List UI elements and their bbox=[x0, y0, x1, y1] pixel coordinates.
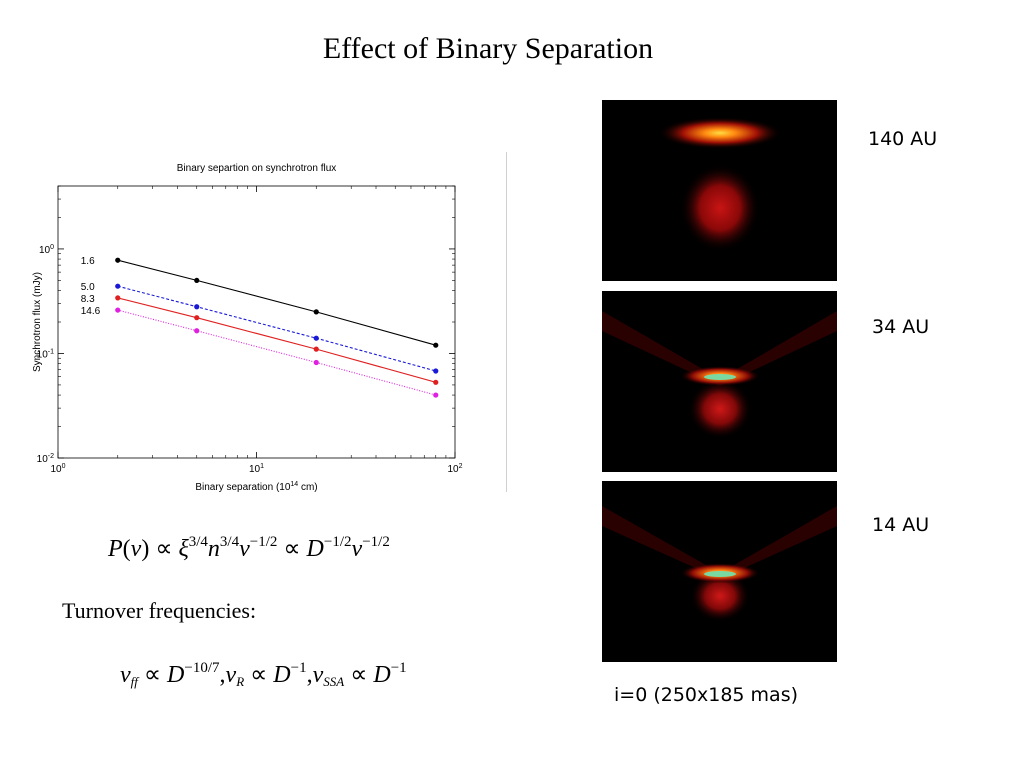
emission-map-140au-image bbox=[602, 100, 837, 281]
data-point bbox=[194, 315, 200, 321]
data-point bbox=[433, 379, 439, 385]
data-point bbox=[194, 328, 200, 334]
legend-label-2: 8.3 bbox=[81, 294, 95, 305]
turnover-label: Turnover frequencies: bbox=[62, 598, 257, 623]
data-point bbox=[313, 359, 319, 366]
y-axis-label: Synchrotron flux (mJy) bbox=[32, 272, 43, 372]
data-point bbox=[115, 295, 121, 301]
data-point bbox=[115, 257, 121, 263]
x-tick-label: 100 bbox=[50, 463, 65, 475]
plot-frame bbox=[57, 185, 456, 459]
emission-map-14au bbox=[602, 481, 837, 662]
turnover-frequencies-formula: νff ∝ D−10/7,νR ∝ D−1,νSSA ∝ D−1 bbox=[120, 660, 407, 689]
divider-line bbox=[506, 152, 507, 492]
label-14au: 14 AU bbox=[872, 514, 930, 536]
data-point bbox=[433, 342, 439, 348]
data-point bbox=[313, 309, 319, 315]
series-line-0 bbox=[117, 259, 436, 346]
emission-map-34au-image bbox=[602, 291, 837, 472]
series-line-2 bbox=[117, 297, 436, 383]
y-tick-label: 10-1 bbox=[37, 348, 54, 360]
data-point bbox=[433, 368, 439, 374]
label-34au: 34 AU bbox=[872, 316, 930, 338]
series-line-1 bbox=[117, 285, 436, 372]
data-point bbox=[115, 283, 121, 289]
synchrotron-power-formula: P(ν) ∝ ξ3/4n3/4ν−1/2 ∝ D−1/2ν−1/2 bbox=[108, 534, 390, 562]
data-point bbox=[433, 392, 439, 398]
y-tick-label: 10-2 bbox=[37, 453, 54, 465]
y-tick-label: 100 bbox=[39, 244, 54, 256]
series-line-3 bbox=[117, 309, 436, 396]
emission-map-34au bbox=[602, 291, 837, 472]
data-point bbox=[313, 346, 319, 352]
data-point bbox=[313, 335, 319, 341]
x-axis-label: Binary separation (1014 cm) bbox=[195, 481, 317, 493]
data-point bbox=[115, 307, 121, 313]
chart-title: Binary separtion on synchrotron flux bbox=[177, 163, 337, 174]
emission-map-140au bbox=[602, 100, 837, 281]
legend-label-0: 1.6 bbox=[81, 256, 95, 267]
emission-map-14au-image bbox=[602, 481, 837, 662]
image-caption: i=0 (250x185 mas) bbox=[614, 684, 799, 706]
data-point bbox=[194, 304, 200, 310]
legend-label-1: 5.0 bbox=[81, 282, 95, 293]
label-140au: 140 AU bbox=[868, 128, 938, 150]
legend-label-3: 14.6 bbox=[81, 306, 101, 317]
slide-title: Effect of Binary Separation bbox=[322, 32, 654, 65]
x-tick-label: 102 bbox=[447, 463, 462, 475]
data-point bbox=[194, 277, 200, 284]
x-tick-label: 101 bbox=[249, 463, 264, 475]
